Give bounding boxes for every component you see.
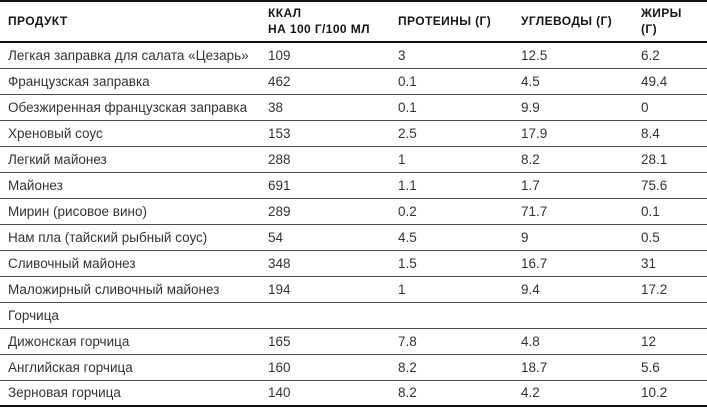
protein-cell: 0.1 (398, 94, 521, 121)
protein-cell: 1.5 (398, 250, 521, 277)
section-row: Горчица (0, 302, 707, 329)
carbs-cell: 4.2 (521, 380, 641, 408)
carbs-cell: 4.5 (521, 68, 641, 95)
kcal-cell: 194 (268, 276, 398, 303)
product-cell: Мирин (рисовое вино) (0, 198, 268, 225)
table-row: Майонез 691 1.1 1.7 75.6 (0, 172, 707, 199)
table-row: Нам пла (тайский рыбный соус) 54 4.5 9 0.5 (0, 224, 707, 251)
protein-cell: 8.2 (398, 380, 521, 408)
protein-cell (398, 302, 521, 329)
carbs-cell: 9 (521, 224, 641, 251)
table-row: Маложирный сливочный майонез 194 1 9.4 17.2 (0, 276, 707, 303)
product-cell: Французская заправка (0, 68, 268, 95)
carbs-cell: 9.9 (521, 94, 641, 121)
fat-cell: 0.1 (641, 198, 707, 225)
protein-cell: 8.2 (398, 354, 521, 381)
fat-cell: 5.6 (641, 354, 707, 381)
carbs-cell: 12.5 (521, 42, 641, 69)
fat-cell: 28.1 (641, 146, 707, 173)
column-header-kcal-line1: ККАЛ (268, 6, 302, 20)
carbs-cell (521, 302, 641, 329)
carbs-cell: 8.2 (521, 146, 641, 173)
kcal-cell: 140 (268, 380, 398, 408)
product-cell: Хреновый соус (0, 120, 268, 147)
product-cell: Зерновая горчица (0, 380, 268, 408)
column-header-protein: ПРОТЕИНЫ (Г) (398, 13, 492, 28)
nutrition-table: ПРОДУКТ ККАЛ НА 100 Г/100 МЛ ПРОТЕИНЫ (Г… (0, 1, 707, 408)
kcal-cell: 109 (268, 42, 398, 69)
table-row: Дижонская горчица 165 7.8 4.8 12 (0, 328, 707, 355)
carbs-cell: 1.7 (521, 172, 641, 199)
carbs-cell: 18.7 (521, 354, 641, 381)
fat-cell: 0.5 (641, 224, 707, 251)
protein-cell: 1.1 (398, 172, 521, 199)
table-row: Хреновый соус 153 2.5 17.9 8.4 (0, 120, 707, 147)
fat-cell: 0 (641, 94, 707, 121)
carbs-cell: 16.7 (521, 250, 641, 277)
protein-cell: 0.1 (398, 68, 521, 95)
kcal-cell: 38 (268, 94, 398, 121)
kcal-cell: 288 (268, 146, 398, 173)
protein-cell: 2.5 (398, 120, 521, 147)
table-row: Английская горчица 160 8.2 18.7 5.6 (0, 354, 707, 381)
kcal-cell: 153 (268, 120, 398, 147)
kcal-cell: 289 (268, 198, 398, 225)
product-cell: Горчица (0, 302, 268, 329)
fat-cell: 10.2 (641, 380, 707, 408)
carbs-cell: 17.9 (521, 120, 641, 147)
column-header-kcal-line2: НА 100 Г/100 МЛ (268, 21, 370, 36)
kcal-cell: 54 (268, 224, 398, 251)
kcal-cell: 160 (268, 354, 398, 381)
table-row: Зерновая горчица 140 8.2 4.2 10.2 (0, 380, 707, 408)
kcal-cell: 462 (268, 68, 398, 95)
carbs-cell: 71.7 (521, 198, 641, 225)
product-cell: Обезжиренная французская заправка (0, 94, 268, 121)
table-row: Обезжиренная французская заправка 38 0.1 9.… (0, 94, 707, 121)
column-header-carbs: УГЛЕВОДЫ (Г) (521, 13, 613, 28)
product-cell: Легкий майонез (0, 146, 268, 173)
fat-cell: 49.4 (641, 68, 707, 95)
protein-cell: 0.2 (398, 198, 521, 225)
table-row: Мирин (рисовое вино) 289 0.2 71.7 0.1 (0, 198, 707, 225)
table-row: Легкая заправка для салата «Цезарь» 109 3 1… (0, 42, 707, 69)
fat-cell: 8.4 (641, 120, 707, 147)
kcal-cell: 348 (268, 250, 398, 277)
column-header-fat: ЖИРЫ (Г) (641, 6, 682, 36)
fat-cell: 31 (641, 250, 707, 277)
kcal-cell: 691 (268, 172, 398, 199)
kcal-cell: 165 (268, 328, 398, 355)
fat-cell: 75.6 (641, 172, 707, 199)
product-cell: Нам пла (тайский рыбный соус) (0, 224, 268, 251)
product-cell: Маложирный сливочный майонез (0, 276, 268, 303)
protein-cell: 4.5 (398, 224, 521, 251)
fat-cell: 17.2 (641, 276, 707, 303)
table-row: Французская заправка 462 0.1 4.5 49.4 (0, 68, 707, 95)
table-header: ПРОДУКТ ККАЛ НА 100 Г/100 МЛ ПРОТЕИНЫ (Г… (0, 1, 707, 43)
fat-cell (641, 302, 707, 329)
carbs-cell: 9.4 (521, 276, 641, 303)
column-header-kcal: ККАЛ НА 100 Г/100 МЛ (268, 1, 398, 42)
product-cell: Сливочный майонез (0, 250, 268, 277)
kcal-cell (268, 302, 398, 329)
protein-cell: 1 (398, 276, 521, 303)
fat-cell: 6.2 (641, 42, 707, 69)
protein-cell: 3 (398, 42, 521, 69)
table-row: Легкий майонез 288 1 8.2 28.1 (0, 146, 707, 173)
column-header-product: ПРОДУКТ (8, 13, 68, 28)
protein-cell: 1 (398, 146, 521, 173)
product-cell: Дижонская горчица (0, 328, 268, 355)
product-cell: Легкая заправка для салата «Цезарь» (0, 42, 268, 69)
table-row: Сливочный майонез 348 1.5 16.7 31 (0, 250, 707, 277)
header-row: ПРОДУКТ ККАЛ НА 100 Г/100 МЛ ПРОТЕИНЫ (Г… (0, 1, 707, 43)
fat-cell: 12 (641, 328, 707, 355)
carbs-cell: 4.8 (521, 328, 641, 355)
table-body: Легкая заправка для салата «Цезарь» 109 3 1… (0, 42, 707, 408)
product-cell: Английская горчица (0, 354, 268, 381)
protein-cell: 7.8 (398, 328, 521, 355)
product-cell: Майонез (0, 172, 268, 199)
